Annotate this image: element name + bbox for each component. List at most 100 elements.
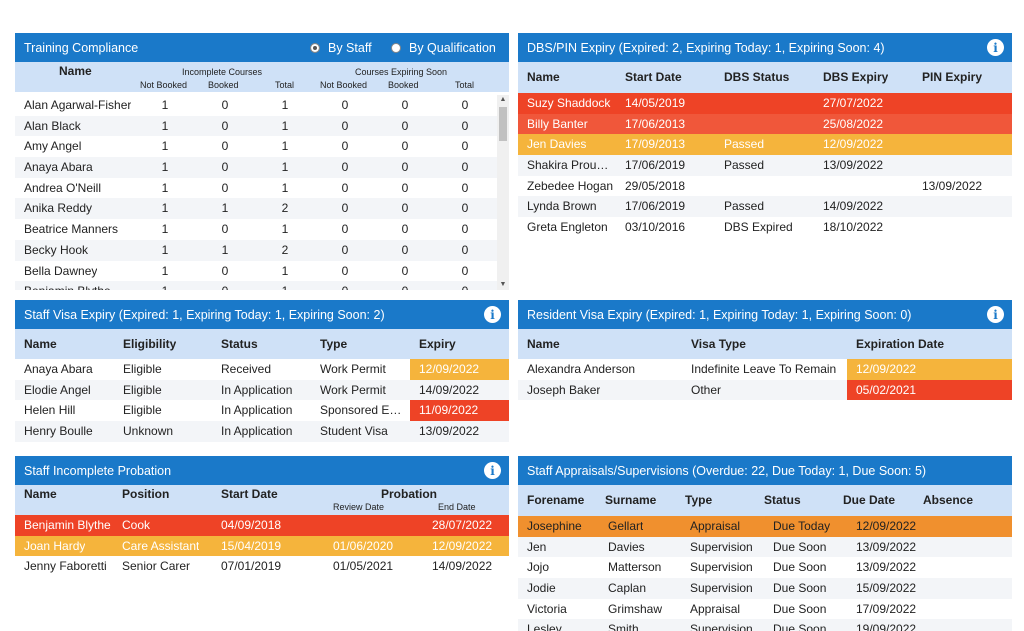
table-row[interactable]: Lesley Smith Supervision Due Soon 19/09/2022 [518,619,1012,631]
table-cell: Due Soon [773,560,827,575]
table-cell: Suzy Shaddock [527,96,611,110]
col-name[interactable]: Name [24,337,57,351]
info-icon[interactable]: i [987,306,1004,323]
table-cell: Appraisal [690,519,741,533]
col-not-booked[interactable]: Not Booked [140,80,188,90]
info-icon[interactable]: i [484,306,501,323]
table-row[interactable]: Bella Dawney 1 0 1 0 0 0 [15,261,497,282]
table-row[interactable]: Jen Davies Supervision Due Soon 13/09/2022 [518,536,1012,558]
table-cell: Joseph Baker [527,382,601,397]
col-end-date[interactable]: End Date [438,502,476,512]
table-row[interactable]: Elodie Angel Eligible In Application Work P… [15,379,509,401]
by-qualification-radio[interactable]: By Qualification [391,41,496,55]
scrollbar[interactable]: ▲ ▼ [497,95,509,290]
table-row[interactable]: Billy Banter 17/06/2013 25/08/2022 [518,113,1012,135]
table-row[interactable]: Benjamin Blythe Cook 04/09/2018 28/07/2022 [15,515,509,536]
info-icon[interactable]: i [484,462,501,479]
table-cell: 14/09/2022 [419,382,480,397]
table-row[interactable]: Alan Black 1 0 1 0 0 0 [15,115,497,137]
table-cell: Unknown [123,424,174,439]
table-row[interactable]: Josephine Gellart Appraisal Due Today 12/09/… [518,516,1012,537]
table-row[interactable]: Jen Davies 17/09/2013 Passed 12/09/2022 [518,134,1012,156]
table-cell: 0 [395,281,415,290]
table-row[interactable]: Amy Angel 1 0 1 0 0 0 [15,136,497,157]
col-surname[interactable]: Surname [605,493,657,507]
col-expiry[interactable]: Expiry [419,337,456,351]
table-row[interactable]: Alan Agarwal-Fisher 1 0 1 0 0 0 [15,95,497,116]
table-cell: Care Assistant [122,538,200,553]
col-name[interactable]: Name [527,337,560,351]
panel-title: DBS/PIN Expiry (Expired: 2, Expiring Tod… [527,40,885,55]
table-row[interactable]: Anika Reddy 1 1 2 0 0 0 [15,198,497,220]
col-booked[interactable]: Booked [208,80,239,90]
table-row[interactable]: Anaya Abara Eligible Received Work Permit 12… [15,359,509,380]
table-row[interactable]: Greta Engleton 03/10/2016 DBS Expired 18/10… [518,217,1012,238]
table-row[interactable]: Joan Hardy Care Assistant 15/04/2019 01/06/… [15,535,509,557]
table-cell: 0 [401,139,409,154]
table-cell: 12/09/2022 [856,519,917,533]
col-dbs-status[interactable]: DBS Status [724,70,790,84]
table-row[interactable]: Jodie Caplan Supervision Due Soon 15/09/2022 [518,578,1012,599]
table-cell: 12/09/2022 [823,137,884,152]
table-row[interactable]: Jenny Faboretti Senior Carer 07/01/2019 01/… [15,556,509,577]
table-row[interactable]: Beatrice Manners 1 0 1 0 0 0 [15,219,497,240]
col-status[interactable]: Status [764,493,801,507]
table-row[interactable]: Andrea O'Neill 1 0 1 0 0 0 [15,178,497,199]
table-cell: 0 [221,118,229,133]
table-cell: 0 [341,139,349,154]
col-not-booked[interactable]: Not Booked [320,80,368,90]
table-row[interactable]: Jojo Matterson Supervision Due Soon 13/09/20… [518,557,1012,578]
table-header: Name Start Date DBS Status DBS Expiry PI… [518,62,1012,93]
col-total[interactable]: Total [455,80,475,90]
col-visa-type[interactable]: Visa Type [691,337,746,351]
by-staff-radio[interactable]: By Staff [310,41,372,55]
col-absence[interactable]: Absence [923,493,974,507]
col-name[interactable]: Name [24,487,57,501]
table-cell: 0 [455,281,475,290]
table-row[interactable]: Lynda Brown 17/06/2019 Passed 14/09/2022 [518,196,1012,218]
table-cell: 17/06/2019 [625,158,686,173]
col-start-date[interactable]: Start Date [221,487,278,501]
col-position[interactable]: Position [122,487,170,501]
col-total[interactable]: Total [275,80,295,90]
col-pin-expiry[interactable]: PIN Expiry [922,70,983,84]
scroll-down-icon[interactable]: ▼ [499,281,507,288]
col-expiration-date[interactable]: Expiration Date [856,337,945,351]
col-type[interactable]: Type [320,337,348,351]
table-cell: 1 [161,160,169,175]
col-booked[interactable]: Booked [388,80,419,90]
col-status[interactable]: Status [221,337,258,351]
table-row[interactable]: Shakira Prou… 17/06/2019 Passed 13/09/2022 [518,155,1012,176]
table-row[interactable]: Alexandra Anderson Indefinite Leave To Re… [518,359,1012,380]
col-forename[interactable]: Forename [527,493,585,507]
col-type[interactable]: Type [685,493,713,507]
col-eligibility[interactable]: Eligibility [123,337,177,351]
radio-icon[interactable] [310,43,320,54]
table-row[interactable]: Suzy Shaddock 14/05/2019 27/07/2022 [518,93,1012,114]
table-cell: 0 [401,263,409,278]
resident-visa-expiry-panel: Resident Visa Expiry (Expired: 1, Expiri… [518,300,1012,445]
table-row[interactable]: Henry Boulle Unknown In Application Student… [15,421,509,442]
table-row[interactable]: Helen Hill Eligible In Application Sponsore… [15,400,509,422]
col-name[interactable]: Name [527,70,560,84]
table-cell: 19/09/2022 [856,622,917,631]
panel-header: Resident Visa Expiry (Expired: 1, Expiri… [518,300,1012,329]
col-dbs-expiry[interactable]: DBS Expiry [823,70,889,84]
table-row[interactable]: Becky Hook 1 1 2 0 0 0 [15,239,497,261]
scroll-thumb[interactable] [499,107,507,141]
scroll-up-icon[interactable]: ▲ [499,96,507,103]
table-row[interactable]: Zebedee Hogan 29/05/2018 13/09/2022 [518,176,1012,197]
table-cell: Supervision [690,560,753,575]
table-row[interactable]: Victoria Grimshaw Appraisal Due Soon 17/09/2… [518,599,1012,620]
radio-icon[interactable] [391,43,401,54]
table-cell: Shakira Prou… [527,158,609,173]
table-row[interactable]: Anaya Abara 1 0 1 0 0 0 [15,157,497,178]
table-row[interactable]: Joseph Baker Other 05/02/2021 [518,379,1012,401]
table-cell: 0 [221,98,229,112]
table-row[interactable]: Benjamin Blythe 1 0 1 0 0 0 [15,281,497,290]
col-name[interactable]: Name [59,64,92,78]
col-start-date[interactable]: Start Date [625,70,682,84]
info-icon[interactable]: i [987,39,1004,56]
col-due-date[interactable]: Due Date [843,493,896,507]
col-review-date[interactable]: Review Date [333,502,385,512]
